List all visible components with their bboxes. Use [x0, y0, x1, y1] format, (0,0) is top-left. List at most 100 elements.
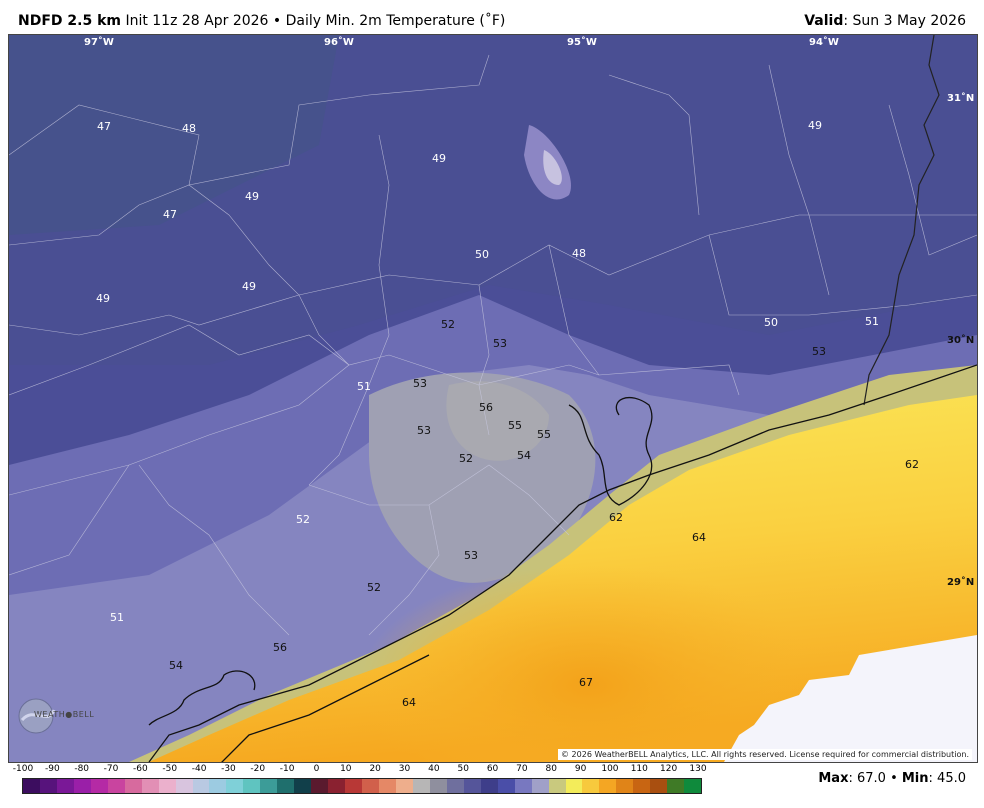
legend-swatch	[497, 779, 515, 793]
lat-label: 31˚N	[947, 92, 974, 104]
temp-label: 55	[537, 428, 551, 441]
legend-swatch	[226, 779, 244, 793]
legend-swatch	[379, 779, 396, 793]
temp-label: 47	[163, 208, 177, 221]
legend-tick-label: 120	[660, 764, 678, 774]
max-label: Max	[818, 771, 849, 786]
product-name: NDFD 2.5 km	[18, 13, 121, 29]
legend-swatch	[531, 779, 549, 793]
legend-swatch	[141, 779, 159, 793]
legend-swatch	[395, 779, 413, 793]
legend-tick-label: -50	[162, 764, 178, 774]
temp-label: 51	[110, 611, 124, 624]
temp-label: 64	[402, 696, 416, 709]
temp-label: 51	[865, 315, 879, 328]
temp-label: 53	[413, 377, 427, 390]
legend-swatch	[684, 779, 702, 793]
legend-swatch	[667, 779, 685, 793]
temp-label: 47	[97, 120, 111, 133]
legend-swatch	[175, 779, 193, 793]
legend-tick-label: 0	[313, 764, 320, 774]
max-min-stats: Max: 67.0 • Min: 45.0	[818, 771, 966, 786]
temp-label: 49	[808, 119, 822, 132]
legend-tick-label: 10	[340, 764, 352, 774]
legend-swatch	[277, 779, 295, 793]
cold-spot-core	[543, 150, 562, 185]
coastline	[148, 364, 977, 762]
legend-tick-label: 70	[516, 764, 528, 774]
temp-label: 52	[296, 513, 310, 526]
legend-tick-label: -100	[12, 764, 34, 774]
legend-swatch	[582, 779, 600, 793]
legend-swatch	[429, 779, 447, 793]
copyright-notice: © 2026 WeatherBELL Analytics, LLC. All r…	[558, 749, 972, 760]
legend-swatch	[650, 779, 668, 793]
temp-label: 54	[169, 659, 183, 672]
valid-time: Valid: Sun 3 May 2026	[804, 13, 966, 29]
legend-swatch	[633, 779, 651, 793]
legend-swatch	[73, 779, 91, 793]
temp-label: 62	[609, 511, 623, 524]
legend-swatch	[412, 779, 430, 793]
legend-tick-label: -20	[250, 764, 266, 774]
lon-label: 96˚W	[324, 36, 354, 48]
map-panel: 97˚W 96˚W 95˚W 94˚W 31˚N 30˚N 29˚N 47 48…	[8, 34, 978, 763]
temperature-map: 97˚W 96˚W 95˚W 94˚W 31˚N 30˚N 29˚N 47 48…	[9, 35, 977, 762]
legend-tick-label: -80	[74, 764, 90, 774]
legend-swatch	[192, 779, 210, 793]
legend-swatch	[446, 779, 464, 793]
temp-label: 49	[245, 190, 259, 203]
temp-label: 53	[493, 337, 507, 350]
legend-swatch	[124, 779, 142, 793]
temp-label: 52	[459, 452, 473, 465]
logo-graphic	[18, 698, 56, 734]
temp-label: 52	[441, 318, 455, 331]
temp-label: 51	[357, 380, 371, 393]
min-label: Min	[901, 771, 929, 786]
legend-tick-label: 110	[630, 764, 648, 774]
max-value: : 67.0	[848, 771, 886, 786]
legend-tick-label: 40	[428, 764, 440, 774]
legend-swatch	[209, 779, 227, 793]
county-boundaries	[9, 54, 977, 636]
logo-text: WEATH●BELL	[34, 710, 95, 719]
legend-swatch	[463, 779, 481, 793]
legend-swatch	[345, 779, 363, 793]
legend-tick-label: 90	[574, 764, 587, 774]
temp-label: 50	[475, 248, 489, 261]
no-data-region	[724, 635, 977, 762]
legend-tick-label: 30	[398, 764, 411, 774]
legend-swatch	[599, 779, 617, 793]
legend-swatch	[616, 779, 634, 793]
legend-tick-label: -70	[103, 764, 119, 774]
temp-label: 56	[479, 401, 493, 414]
map-title: NDFD 2.5 km Init 11z 28 Apr 2026 • Daily…	[18, 13, 505, 29]
weatherbell-logo: WEATH●BELL	[14, 696, 95, 736]
legend-swatch	[480, 779, 498, 793]
temp-label: 48	[572, 247, 586, 260]
temp-label: 55	[508, 419, 522, 432]
legend-swatch	[362, 779, 380, 793]
legend-tick-label: -10	[279, 764, 295, 774]
valid-label: Valid	[804, 13, 844, 29]
legend-swatch	[565, 779, 583, 793]
legend-tick-label: -30	[221, 764, 236, 774]
legend-tick-label: 20	[369, 764, 381, 774]
temperature-color-legend	[22, 778, 702, 794]
legend-tick-label: 100	[601, 764, 619, 774]
legend-swatch	[23, 779, 40, 793]
legend-swatch	[107, 779, 125, 793]
lat-label: 30˚N	[947, 334, 974, 346]
legend-tick-labels: -100 -90 -80 -70 -60 -50 -40 -30 -20 -10 0 10 20 30 40…	[0, 764, 984, 778]
temp-label: 50	[764, 316, 778, 329]
temp-label: 62	[905, 458, 919, 471]
legend-tick-label: 80	[545, 764, 557, 774]
field-description: Daily Min. 2m Temperature (˚F)	[285, 13, 506, 29]
temp-label: 53	[812, 345, 826, 358]
temp-label: 48	[182, 122, 196, 135]
temp-label: 53	[464, 549, 478, 562]
title-separator: •	[272, 13, 282, 29]
temp-label: 64	[692, 531, 706, 544]
legend-tick-label: 60	[486, 764, 499, 774]
legend-swatch	[548, 779, 566, 793]
